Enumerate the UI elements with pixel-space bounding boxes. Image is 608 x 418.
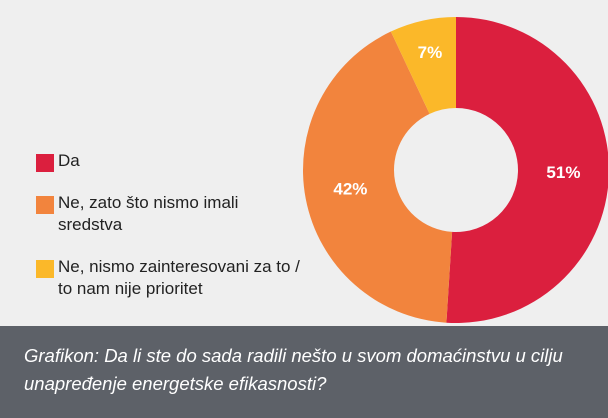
legend: Da Ne, zato što nismo imali sredstva Ne, n…: [36, 150, 306, 320]
chart: 51% 42% 7%: [303, 17, 608, 323]
legend-swatch: [36, 154, 54, 172]
legend-label: Ne, nismo zainteresovani za to / to nam …: [58, 257, 300, 298]
legend-swatch: [36, 196, 54, 214]
legend-label: Ne, zato što nismo imali sredstva: [58, 193, 239, 234]
donut-slice: [390, 17, 456, 114]
legend-label: Da: [58, 151, 80, 170]
data-label: 7%: [418, 43, 443, 62]
legend-item: Da: [36, 150, 306, 172]
plot-area: 51% 42% 7% Da Ne, zato što nismo imali sred…: [0, 0, 608, 326]
legend-swatch: [36, 260, 54, 278]
legend-item: Ne, nismo zainteresovani za to / to nam …: [36, 256, 306, 300]
donut-slice: [446, 17, 608, 323]
data-label: 42%: [333, 180, 367, 199]
caption-band: Grafikon: Da li ste do sada radili nešto…: [0, 326, 608, 418]
data-label: 51%: [546, 163, 580, 182]
donut-slice: [303, 31, 453, 323]
caption: Grafikon: Da li ste do sada radili nešto…: [24, 345, 563, 394]
legend-item: Ne, zato što nismo imali sredstva: [36, 192, 306, 236]
